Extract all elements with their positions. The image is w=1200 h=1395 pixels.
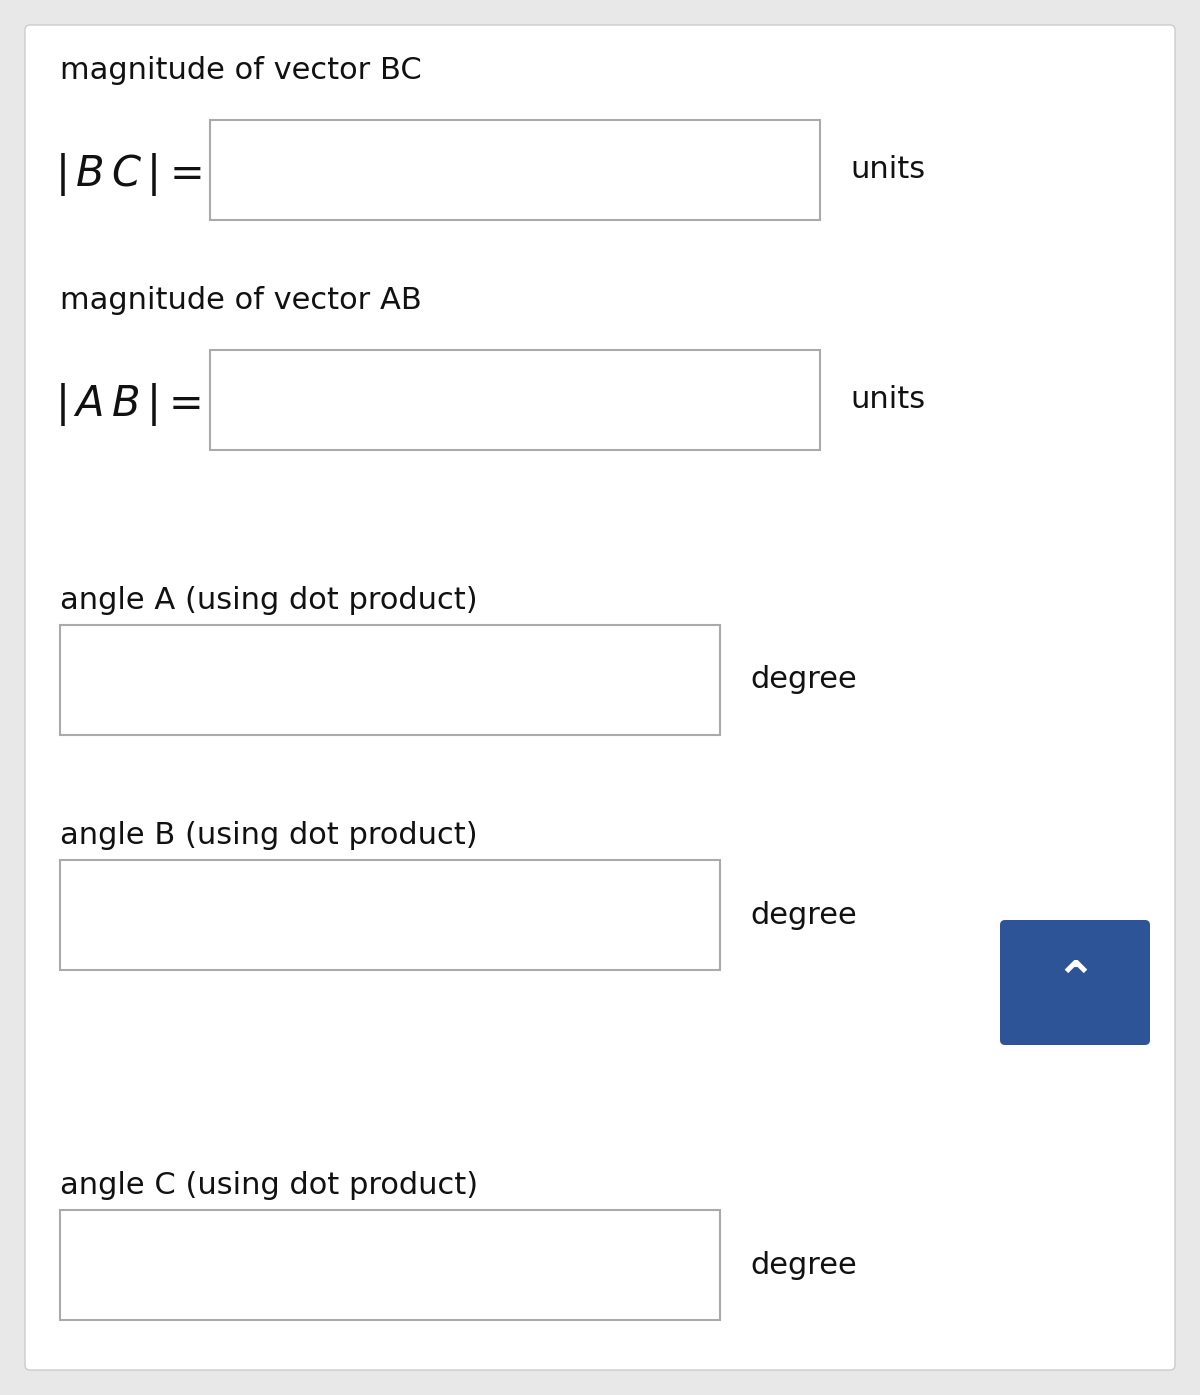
FancyBboxPatch shape xyxy=(210,120,820,220)
Text: angle A (using dot product): angle A (using dot product) xyxy=(60,586,478,615)
Text: magnitude of vector BC: magnitude of vector BC xyxy=(60,56,421,85)
FancyBboxPatch shape xyxy=(60,859,720,970)
Text: angle B (using dot product): angle B (using dot product) xyxy=(60,822,478,850)
FancyBboxPatch shape xyxy=(25,25,1175,1370)
FancyBboxPatch shape xyxy=(60,625,720,735)
FancyBboxPatch shape xyxy=(210,350,820,451)
Text: degree: degree xyxy=(750,901,857,929)
Text: units: units xyxy=(850,155,925,184)
Text: $|\,\mathit{B}\,\mathit{C}\,|=$: $|\,\mathit{B}\,\mathit{C}\,|=$ xyxy=(55,152,202,198)
FancyBboxPatch shape xyxy=(60,1209,720,1320)
Text: ⌃: ⌃ xyxy=(1054,958,1096,1007)
Text: $|\,\mathit{A}\,\mathit{B}\,|=$: $|\,\mathit{A}\,\mathit{B}\,|=$ xyxy=(55,381,200,428)
Text: angle C (using dot product): angle C (using dot product) xyxy=(60,1170,478,1200)
Text: degree: degree xyxy=(750,665,857,695)
Text: degree: degree xyxy=(750,1250,857,1279)
FancyBboxPatch shape xyxy=(1000,919,1150,1045)
Text: magnitude of vector AB: magnitude of vector AB xyxy=(60,286,421,315)
Text: units: units xyxy=(850,385,925,414)
